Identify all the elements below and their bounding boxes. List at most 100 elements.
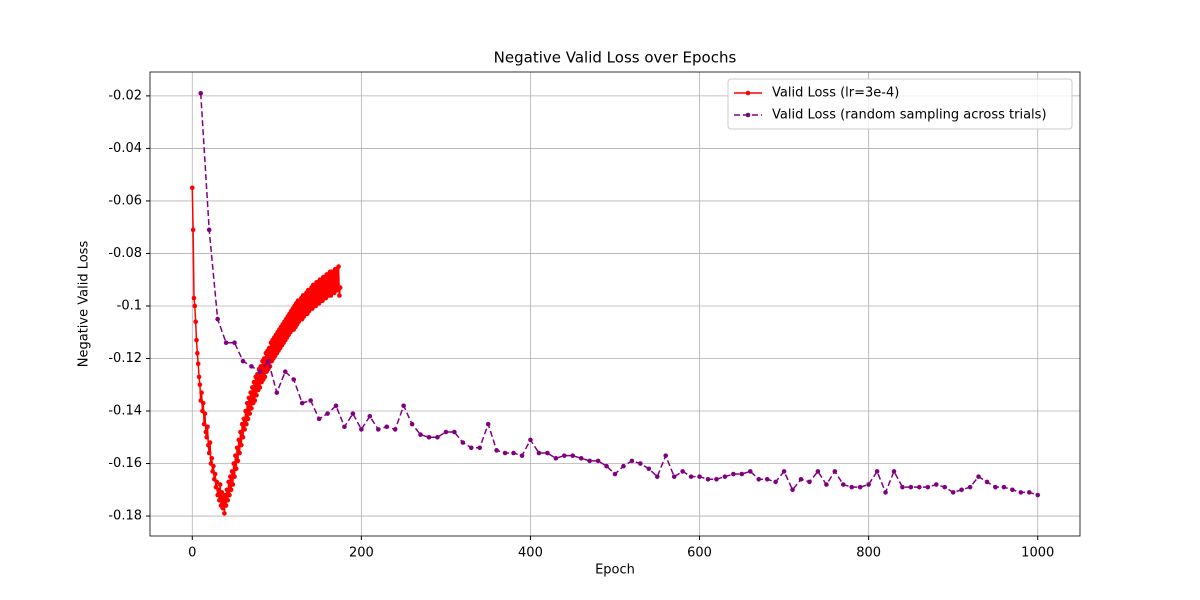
data-point <box>1018 490 1024 495</box>
data-point <box>196 374 202 380</box>
data-point <box>198 90 204 96</box>
data-point <box>219 490 225 495</box>
data-point <box>807 479 812 485</box>
data-point <box>891 469 897 474</box>
data-point <box>452 429 457 435</box>
data-point <box>561 453 567 458</box>
data-point <box>426 434 432 440</box>
y-tick-label: -0.16 <box>108 456 142 471</box>
data-point <box>908 484 914 490</box>
data-point <box>195 350 200 356</box>
data-point <box>239 421 245 427</box>
data-point <box>254 392 259 398</box>
y-tick-label: -0.04 <box>108 141 142 156</box>
data-point <box>418 432 423 437</box>
data-point <box>756 476 762 482</box>
chart-title: Negative Valid Loss over Epochs <box>494 49 737 67</box>
data-point <box>959 487 964 493</box>
data-point <box>468 445 474 451</box>
data-point <box>316 416 322 422</box>
data-point <box>485 421 491 427</box>
data-point <box>227 492 232 498</box>
data-point <box>191 295 197 301</box>
data-point <box>238 429 243 435</box>
data-point <box>244 400 250 406</box>
data-point <box>443 429 449 435</box>
data-point <box>230 482 236 487</box>
data-point <box>688 474 694 479</box>
data-point <box>1035 492 1041 498</box>
data-point <box>545 450 550 456</box>
data-point <box>199 390 204 395</box>
data-point <box>663 453 669 458</box>
data-point <box>621 463 626 469</box>
data-point <box>350 411 356 416</box>
data-point <box>242 427 247 432</box>
data-point <box>705 476 711 482</box>
data-point <box>251 379 257 385</box>
data-point <box>252 398 258 403</box>
y-tick-label: -0.1 <box>117 298 142 313</box>
data-point <box>299 400 305 406</box>
data-point <box>228 474 233 479</box>
data-point <box>266 358 271 364</box>
data-point <box>612 471 618 477</box>
x-tick-label: 0 <box>188 546 196 561</box>
data-point <box>244 421 249 427</box>
y-tick-label: -0.12 <box>108 351 142 366</box>
data-point <box>228 487 234 493</box>
data-point <box>209 455 215 461</box>
data-point <box>638 461 643 466</box>
legend-box <box>727 78 1073 130</box>
data-point <box>764 476 770 482</box>
data-point <box>233 466 239 472</box>
data-point <box>883 490 888 495</box>
data-point <box>249 364 254 369</box>
data-point <box>375 427 381 432</box>
data-point <box>266 345 272 351</box>
data-point <box>1026 490 1032 495</box>
data-point <box>460 440 466 445</box>
x-tick-label: 800 <box>856 546 881 561</box>
data-point <box>646 466 652 472</box>
data-point <box>857 484 863 490</box>
data-point <box>367 413 373 419</box>
data-point <box>333 403 339 409</box>
data-point <box>261 356 267 361</box>
data-point <box>747 469 753 474</box>
data-point <box>243 408 248 414</box>
data-point <box>248 390 253 395</box>
data-point <box>553 455 559 461</box>
data-point <box>189 185 195 191</box>
data-point <box>942 484 948 490</box>
data-point <box>197 382 203 388</box>
data-point <box>194 337 199 343</box>
legend-marker <box>745 90 751 96</box>
data-point <box>654 474 660 479</box>
data-point <box>874 469 880 474</box>
data-point <box>233 453 238 458</box>
data-point <box>578 455 584 461</box>
data-point <box>308 398 313 403</box>
legend-label: Valid Loss (lr=3e-4) <box>772 86 899 101</box>
data-point <box>204 434 209 440</box>
data-point <box>215 492 220 498</box>
y-tick-label: -0.06 <box>108 193 142 208</box>
data-point <box>739 471 745 477</box>
data-point <box>392 427 398 432</box>
data-point <box>900 484 905 490</box>
data-point <box>234 445 240 451</box>
data-point <box>206 227 212 233</box>
data-point <box>477 445 483 451</box>
data-point <box>781 469 787 474</box>
data-point <box>225 497 231 503</box>
x-tick-label: 400 <box>518 546 543 561</box>
data-point <box>325 411 330 416</box>
data-point <box>359 427 364 432</box>
data-point <box>967 484 973 490</box>
x-tick-label: 1000 <box>1021 546 1054 561</box>
data-point <box>202 411 208 416</box>
data-point <box>832 469 838 474</box>
data-point <box>950 490 956 495</box>
